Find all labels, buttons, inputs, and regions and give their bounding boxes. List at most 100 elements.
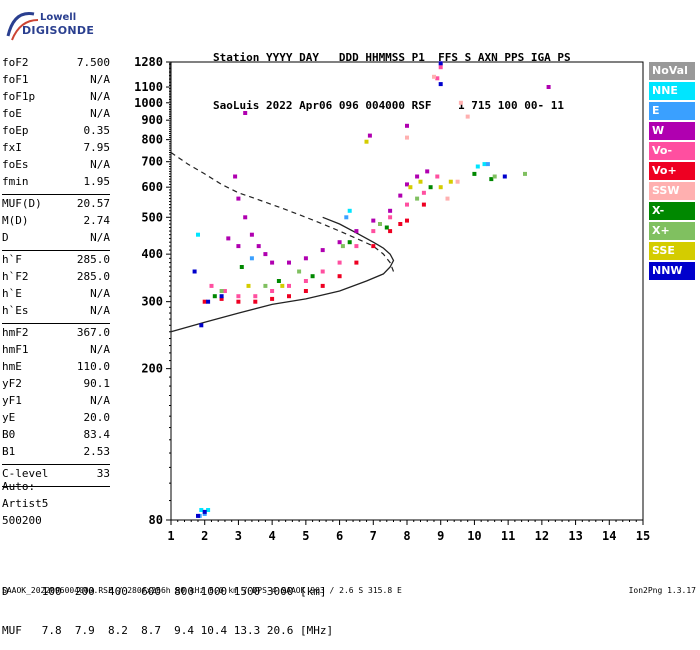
param-name: hmF1 xyxy=(2,343,29,356)
data-point-x- xyxy=(489,177,494,182)
logo-swoosh-icon xyxy=(6,11,39,41)
data-point-x- xyxy=(212,294,217,299)
x-tick-label: 1 xyxy=(167,529,174,543)
data-point-vo- xyxy=(209,283,214,288)
data-point-nnw xyxy=(206,299,211,304)
data-point-vo- xyxy=(253,299,258,304)
data-point-vo- xyxy=(388,229,393,234)
param-name: foEp xyxy=(2,124,29,137)
data-point-e xyxy=(249,256,254,261)
param-value: N/A xyxy=(90,158,110,171)
data-point-nnw xyxy=(196,513,200,518)
data-point-nnw xyxy=(502,174,507,179)
data-point-vo- xyxy=(222,289,227,293)
legend-item-x-: X- xyxy=(649,202,695,220)
x-tick-label: 10 xyxy=(467,529,481,543)
data-point-x- xyxy=(340,244,345,249)
param-row: h`F 285.0 xyxy=(2,253,110,270)
data-point-vo- xyxy=(270,289,275,293)
param-row: foEp 0.35 xyxy=(2,124,110,141)
param-name: foE xyxy=(2,107,22,120)
data-point-w xyxy=(367,133,372,138)
data-point-w xyxy=(371,218,376,223)
data-point-vo- xyxy=(320,283,325,288)
data-point-x- xyxy=(523,171,527,176)
param-name: fxI xyxy=(2,141,22,154)
param-separator xyxy=(2,486,110,487)
x-tick-label: 7 xyxy=(370,529,377,543)
param-separator xyxy=(2,464,110,465)
param-value: 20.57 xyxy=(76,197,110,210)
param-value: 367.0 xyxy=(76,326,110,339)
param-value: 83.4 xyxy=(83,428,111,441)
param-value: 90.1 xyxy=(83,377,111,390)
param-name: MUF(D) xyxy=(2,197,42,210)
param-row: foF1p N/A xyxy=(2,90,110,107)
data-point-ssw xyxy=(465,114,470,119)
param-name: h`Es xyxy=(2,304,29,317)
data-point-w xyxy=(337,240,342,245)
legend-item-w: W xyxy=(649,122,695,140)
param-value: N/A xyxy=(90,287,110,300)
data-point-w xyxy=(226,236,231,241)
param-row: foE N/A xyxy=(2,107,110,124)
y-tick-label: 200 xyxy=(141,362,163,376)
param-separator xyxy=(2,323,110,324)
data-point-w xyxy=(236,244,241,249)
x-tick-label: 11 xyxy=(501,529,515,543)
param-value: 7.95 xyxy=(83,141,111,154)
param-row: yF1 N/A xyxy=(2,394,110,411)
header-row-values: SaoLuis 2022 Apr06 096 004000 RSF 1 715 … xyxy=(213,99,564,112)
data-point-x- xyxy=(428,185,433,190)
data-point-w xyxy=(388,208,393,213)
param-value: 2.74 xyxy=(83,214,111,227)
data-point-vo- xyxy=(354,260,359,265)
legend-item-x-: X+ xyxy=(649,222,695,240)
param-name: hmF2 xyxy=(2,326,29,339)
param-value: 7.500 xyxy=(76,56,110,69)
x-tick-label: 12 xyxy=(535,529,549,543)
param-name: D xyxy=(2,231,9,244)
param-row: foEs N/A xyxy=(2,158,110,175)
data-point-ssw xyxy=(405,135,409,140)
data-point-vo- xyxy=(287,283,291,288)
data-point-vo- xyxy=(435,76,440,81)
data-point-vo- xyxy=(371,229,376,234)
data-point-sse xyxy=(280,283,285,288)
data-point-nnw xyxy=(192,269,197,274)
data-point-vo- xyxy=(337,260,342,265)
data-point-x- xyxy=(378,222,382,226)
legend-item-noval: NoVal xyxy=(649,62,695,80)
auto-scaling-info: Auto: Artist5 500200 xyxy=(2,478,48,529)
auto-program: Artist5 xyxy=(2,497,49,510)
data-point-nne xyxy=(206,508,211,512)
data-point-vo- xyxy=(371,244,376,249)
data-point-vo- xyxy=(421,190,426,195)
param-name: yF2 xyxy=(2,377,22,390)
data-point-x- xyxy=(239,265,244,269)
param-row: C-level 33 xyxy=(2,467,110,484)
data-point-nne xyxy=(482,162,487,167)
solid-profile-curve xyxy=(170,216,395,333)
data-point-vo- xyxy=(287,294,291,299)
data-point-w xyxy=(354,229,359,234)
x-tick-label: 9 xyxy=(437,529,444,543)
param-row: foF1 N/A xyxy=(2,73,110,90)
y-tick-label: 700 xyxy=(141,155,163,169)
data-point-w xyxy=(233,174,238,179)
data-point-sse xyxy=(448,179,453,184)
muf-row: MUF 7.8 7.9 8.2 8.7 9.4 10.4 13.3 20.6 [… xyxy=(2,624,334,637)
plot-frame xyxy=(170,61,644,521)
y-tick-label: 600 xyxy=(141,180,163,194)
data-point-ssw xyxy=(445,196,450,201)
data-point-x- xyxy=(492,174,497,179)
digisonde-logo xyxy=(4,6,114,46)
param-row: yE 20.0 xyxy=(2,411,110,428)
data-point-x- xyxy=(276,279,281,283)
param-row: yF2 90.1 xyxy=(2,377,110,394)
data-point-vo- xyxy=(421,202,426,207)
data-point-vo- xyxy=(320,269,325,274)
param-name: B1 xyxy=(2,445,16,458)
param-value: N/A xyxy=(90,343,110,356)
param-row: D N/A xyxy=(2,231,110,248)
